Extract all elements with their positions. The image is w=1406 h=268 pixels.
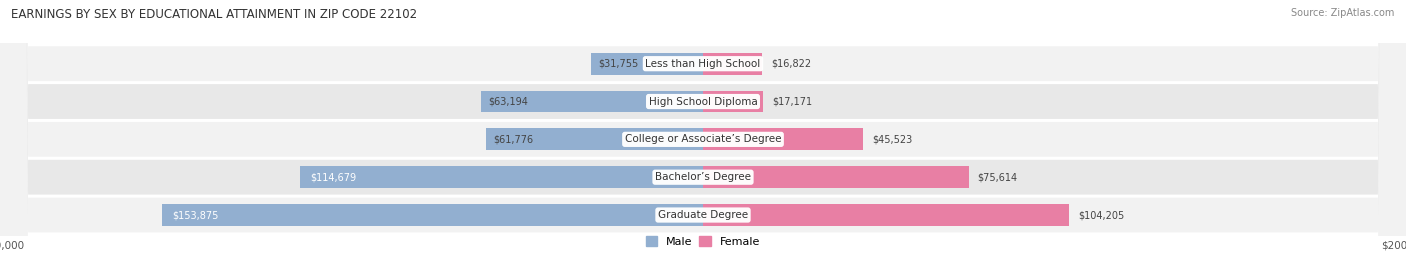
- Text: $61,776: $61,776: [494, 134, 533, 144]
- Text: $16,822: $16,822: [770, 59, 811, 69]
- Bar: [481, 91, 703, 113]
- Text: High School Diploma: High School Diploma: [648, 96, 758, 106]
- Bar: [162, 204, 703, 226]
- Text: College or Associate’s Degree: College or Associate’s Degree: [624, 134, 782, 144]
- Bar: [703, 166, 969, 188]
- Bar: [703, 53, 762, 75]
- Text: $153,875: $153,875: [173, 210, 219, 220]
- Text: $114,679: $114,679: [311, 172, 357, 182]
- Text: $31,755: $31,755: [599, 59, 638, 69]
- Bar: [299, 166, 703, 188]
- Text: $63,194: $63,194: [488, 96, 527, 106]
- Bar: [703, 128, 863, 150]
- Text: Bachelor’s Degree: Bachelor’s Degree: [655, 172, 751, 182]
- Bar: [592, 53, 703, 75]
- Text: Graduate Degree: Graduate Degree: [658, 210, 748, 220]
- Text: Less than High School: Less than High School: [645, 59, 761, 69]
- Bar: [486, 128, 703, 150]
- Bar: [703, 204, 1070, 226]
- Text: $17,171: $17,171: [772, 96, 813, 106]
- Text: $75,614: $75,614: [977, 172, 1018, 182]
- Text: Source: ZipAtlas.com: Source: ZipAtlas.com: [1291, 8, 1395, 18]
- Text: EARNINGS BY SEX BY EDUCATIONAL ATTAINMENT IN ZIP CODE 22102: EARNINGS BY SEX BY EDUCATIONAL ATTAINMEN…: [11, 8, 418, 21]
- Bar: [703, 91, 763, 113]
- Text: $104,205: $104,205: [1078, 210, 1125, 220]
- Legend: Male, Female: Male, Female: [641, 232, 765, 251]
- Text: $45,523: $45,523: [872, 134, 912, 144]
